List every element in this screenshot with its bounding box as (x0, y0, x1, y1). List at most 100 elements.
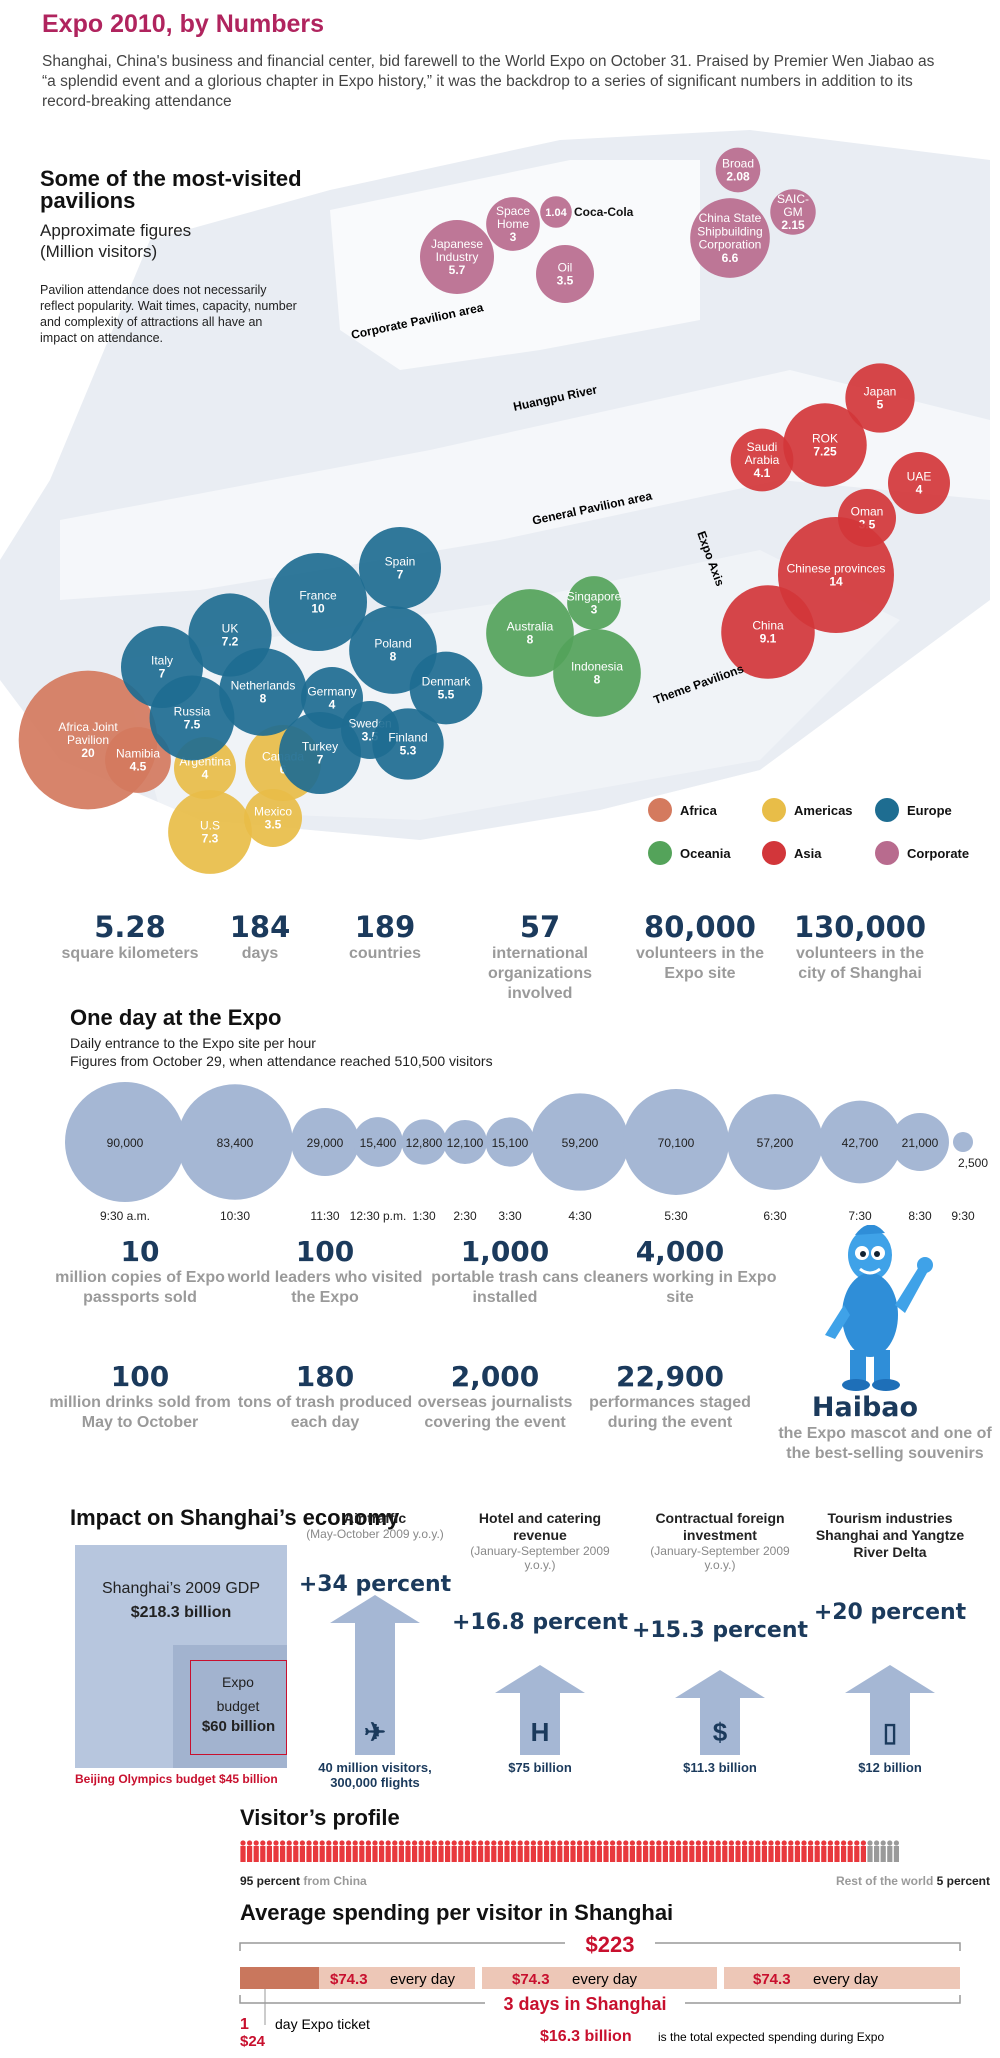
pavilion-label: Germany (307, 684, 356, 698)
stat-0: 10 million copies of Expo passports sold (40, 1235, 240, 1308)
pavilion-label: Singapore (567, 589, 622, 603)
hour-circle (623, 1089, 729, 1195)
hour-value: 12,800 (406, 1136, 443, 1150)
economy-heading: Impact on Shanghai’s economy (70, 1505, 400, 1530)
person-icon (563, 1840, 569, 1862)
china-label: from China (303, 1874, 367, 1888)
pavilion-value: 5.3 (400, 744, 417, 758)
rest-pct: 5 percent (936, 1874, 990, 1888)
person-icon (814, 1840, 820, 1862)
pavilion-label: ROK (812, 431, 838, 445)
person-icon (240, 1840, 246, 1862)
person-icon (530, 1840, 536, 1862)
person-icon (544, 1840, 550, 1862)
pavilion-bubble (540, 196, 572, 228)
person-icon (398, 1840, 404, 1862)
person-icon (332, 1840, 338, 1862)
person-icon (610, 1840, 616, 1862)
stat-number: 57 (519, 910, 561, 944)
person-icon (636, 1840, 642, 1862)
pavilion-value: 3 (510, 230, 517, 244)
gdp-label: Shanghai’s 2009 GDP (101, 1580, 261, 1597)
stat-caption: million drinks sold from May to October (49, 1394, 231, 1431)
pavilion-bubble (536, 245, 594, 303)
person-icon (537, 1840, 543, 1862)
economy-item-2: Contractual foreign investment (January-S… (635, 1510, 805, 1572)
stat-2: 1,000 portable trash cans installed (405, 1235, 605, 1308)
stat-caption: cleaners working in Expo site (583, 1269, 777, 1306)
ticket-text: day Expo ticket (275, 2016, 370, 2032)
stat-number: 1,000 (460, 1235, 550, 1268)
economy-item-value: $75 billion (508, 1760, 572, 1775)
ticket-num: 1 (240, 2016, 249, 2033)
hour-bubble-4: 12,800 1:30 (401, 1119, 447, 1223)
pavilion-value: 9.1 (760, 632, 777, 646)
hour-value: 57,200 (757, 1136, 794, 1150)
pavilion-value: 3.5 (557, 274, 574, 288)
legend-swatch-africa (648, 798, 672, 822)
hour-label: 9:30 a.m. (100, 1209, 150, 1223)
person-icon (418, 1840, 424, 1862)
legend-label-americas: Americas (794, 803, 853, 818)
legend-label-asia: Asia (794, 846, 822, 861)
pavilion-bubble (770, 189, 816, 235)
pavilion-value: 1.04 (545, 207, 567, 219)
day-3-amount: $74.3 (753, 1971, 791, 1988)
pavilion-value: 5 (877, 398, 884, 412)
day-bar-3 (724, 1967, 960, 1989)
pavilion-bubble (372, 708, 444, 780)
day-1-amount: $74.3 (330, 1971, 368, 1988)
haibao-caption: the Expo mascot and one of the best-sell… (778, 1425, 992, 1462)
person-icon (623, 1840, 629, 1862)
spending-total: $223 (586, 1932, 635, 1957)
pavilion-label: Africa Joint Pavilion (58, 720, 118, 747)
pavilion-label: Saudi Arabia (745, 440, 780, 467)
stat-caption: overseas journalists covering the event (417, 1394, 573, 1431)
person-icon (788, 1840, 794, 1862)
person-icon (511, 1840, 517, 1862)
rest-label: Rest of the world (835, 1874, 934, 1888)
pavilion-value: 4 (916, 483, 923, 497)
visitor-heading: Visitor’s profile (240, 1805, 400, 1830)
stat-caption: square kilometers (61, 945, 199, 962)
pavilion-label: U.S (200, 818, 220, 832)
haibao-mascot-image (825, 1225, 933, 1391)
stat-3: 4,000 cleaners working in Expo site (580, 1235, 780, 1308)
pavilion-label: Netherlands (231, 678, 296, 692)
person-icon (405, 1840, 411, 1862)
pavilion-value: 7 (397, 568, 404, 582)
pavilion-bubble (845, 363, 915, 433)
person-icon (676, 1840, 682, 1862)
stat-4: 100 million drinks sold from May to Octob… (40, 1360, 240, 1433)
pavilion-label: Space Home (496, 204, 530, 231)
person-icon (385, 1840, 391, 1862)
legend-swatch-americas (762, 798, 786, 822)
person-icon (709, 1840, 715, 1862)
pavilion-value: 2.08 (726, 170, 750, 184)
legend-label-europe: Europe (907, 803, 952, 818)
economy-item-percent: +20 percent (813, 1600, 967, 1625)
hour-label: 1:30 (412, 1209, 436, 1223)
oneday-sub1: Daily entrance to the Expo site per hour (70, 1035, 316, 1051)
stat-2: 189 countries (315, 910, 455, 964)
hour-bubble-3: 15,400 12:30 p.m. (350, 1117, 406, 1223)
hour-value: 42,700 (842, 1136, 879, 1150)
china-pct: 95 percent (240, 1874, 301, 1888)
person-icon (260, 1840, 266, 1862)
pavilion-value: 7 (159, 667, 166, 681)
hour-label: 7:30 (848, 1209, 872, 1223)
pavilion-bubble (721, 585, 815, 679)
person-icon (504, 1840, 510, 1862)
pavilion-label: Japanese Industry (431, 237, 483, 264)
stat-number: 22,900 (615, 1360, 725, 1393)
person-icon (326, 1840, 332, 1862)
pavilion-value: 7.2 (222, 635, 239, 649)
